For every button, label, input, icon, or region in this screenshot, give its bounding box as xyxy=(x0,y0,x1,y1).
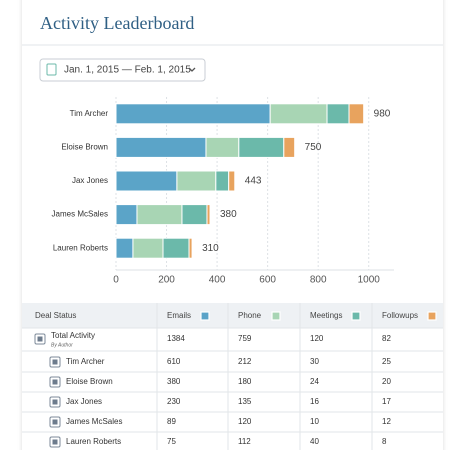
column-header: Meetings xyxy=(310,311,342,320)
date-picker[interactable]: Jan. 1, 2015 — Feb. 1, 2015 xyxy=(39,58,206,82)
table-cell: 20 xyxy=(382,377,391,386)
total-cell: 1384 xyxy=(167,334,185,343)
table-cell: 30 xyxy=(310,357,319,366)
bar-segment xyxy=(188,237,193,259)
total-sublabel: By Author xyxy=(51,342,73,348)
bar-segment xyxy=(176,170,217,192)
bar-segment xyxy=(115,136,207,158)
category-label: Eloise Brown xyxy=(61,143,108,152)
row-label: James McSales xyxy=(66,417,122,426)
total-label: 310 xyxy=(202,243,219,254)
table-cell: 180 xyxy=(238,377,252,386)
bar-segment xyxy=(115,170,178,192)
bar-segment xyxy=(206,204,211,226)
table-cell: 40 xyxy=(310,437,319,446)
checkbox-fill xyxy=(52,419,58,425)
chart: 0 200 400 600 800 1000 Tim Archer 980 Eloise Bro… xyxy=(52,97,394,286)
caret xyxy=(188,67,196,72)
category-label: Jax Jones xyxy=(72,176,108,185)
x-tick-label: 0 xyxy=(113,275,119,286)
bar-segment xyxy=(115,237,134,259)
bar-segment xyxy=(238,136,285,158)
table-cell: 16 xyxy=(310,397,319,406)
bar-segment xyxy=(269,103,328,125)
column-swatch xyxy=(351,311,361,321)
bar-segment xyxy=(115,103,271,125)
bar-segment xyxy=(205,136,240,158)
total-label: Total Activity xyxy=(51,331,95,340)
column-swatch xyxy=(427,311,437,321)
bar-segment xyxy=(162,237,190,259)
table-cell: 24 xyxy=(310,377,319,386)
column-swatch xyxy=(200,311,210,321)
row-label: Tim Archer xyxy=(66,357,105,366)
table-cell: 89 xyxy=(167,417,176,426)
column-swatch xyxy=(271,311,281,321)
total-cell: 82 xyxy=(382,334,391,343)
table-cell: 17 xyxy=(382,397,391,406)
total-cell: 759 xyxy=(238,334,252,343)
x-tick-label: 400 xyxy=(209,275,226,286)
category-label: James McSales xyxy=(52,210,108,219)
bar-segment xyxy=(136,204,183,226)
bar-segment xyxy=(132,237,164,259)
bar-segment xyxy=(181,204,208,226)
column-header: Deal Status xyxy=(35,311,76,320)
checkbox-fill xyxy=(52,439,58,445)
category-label: Tim Archer xyxy=(70,109,109,118)
bar-segment xyxy=(115,204,138,226)
row-label: Eloise Brown xyxy=(66,377,113,386)
x-tick-label: 600 xyxy=(259,275,276,286)
checkbox-fill xyxy=(52,399,58,405)
table-cell: 610 xyxy=(167,357,181,366)
total-label: 750 xyxy=(305,142,322,153)
bar-segment xyxy=(228,170,236,192)
column-header: Followups xyxy=(382,311,418,320)
date-box[interactable] xyxy=(39,58,206,82)
category-label: Lauren Roberts xyxy=(53,243,108,252)
table-cell: 112 xyxy=(238,437,251,446)
page-title: Activity Leaderboard xyxy=(40,13,194,33)
total-cell: 120 xyxy=(310,334,324,343)
x-tick-label: 800 xyxy=(310,275,327,286)
column-header: Emails xyxy=(167,311,191,320)
column-header: Phone xyxy=(238,311,262,320)
table-cell: 230 xyxy=(167,397,181,406)
checkbox-fill xyxy=(52,359,58,365)
table-cell: 75 xyxy=(167,437,176,446)
date-range[interactable]: Jan. 1, 2015 — Feb. 1, 2015 xyxy=(64,65,191,76)
table-cell: 380 xyxy=(167,377,181,386)
table-cell: 212 xyxy=(238,357,252,366)
total-label: 443 xyxy=(245,176,262,187)
bar-segment xyxy=(348,103,365,125)
checkbox-fill xyxy=(37,336,43,342)
x-tick-label: 1000 xyxy=(358,275,381,286)
table-cell: 8 xyxy=(382,437,387,446)
total-label: 380 xyxy=(220,209,237,220)
calendar-icon xyxy=(46,63,57,76)
bar-segment xyxy=(283,136,296,158)
bar-segment xyxy=(326,103,350,125)
table-cell: 135 xyxy=(238,397,252,406)
table: Deal Status Emails Phone Meetings Followups T… xyxy=(22,303,443,450)
table-cell: 25 xyxy=(382,357,391,366)
table-header-bg xyxy=(22,303,443,328)
table-cell: 10 xyxy=(310,417,319,426)
x-tick-label: 200 xyxy=(158,275,175,286)
total-label: 980 xyxy=(374,108,391,119)
table-cell: 12 xyxy=(382,417,391,426)
table-cell: 120 xyxy=(238,417,252,426)
checkbox-fill xyxy=(52,379,58,385)
row-label: Jax Jones xyxy=(66,397,102,406)
bar-segment xyxy=(215,170,230,192)
row-label: Lauren Roberts xyxy=(66,437,121,446)
